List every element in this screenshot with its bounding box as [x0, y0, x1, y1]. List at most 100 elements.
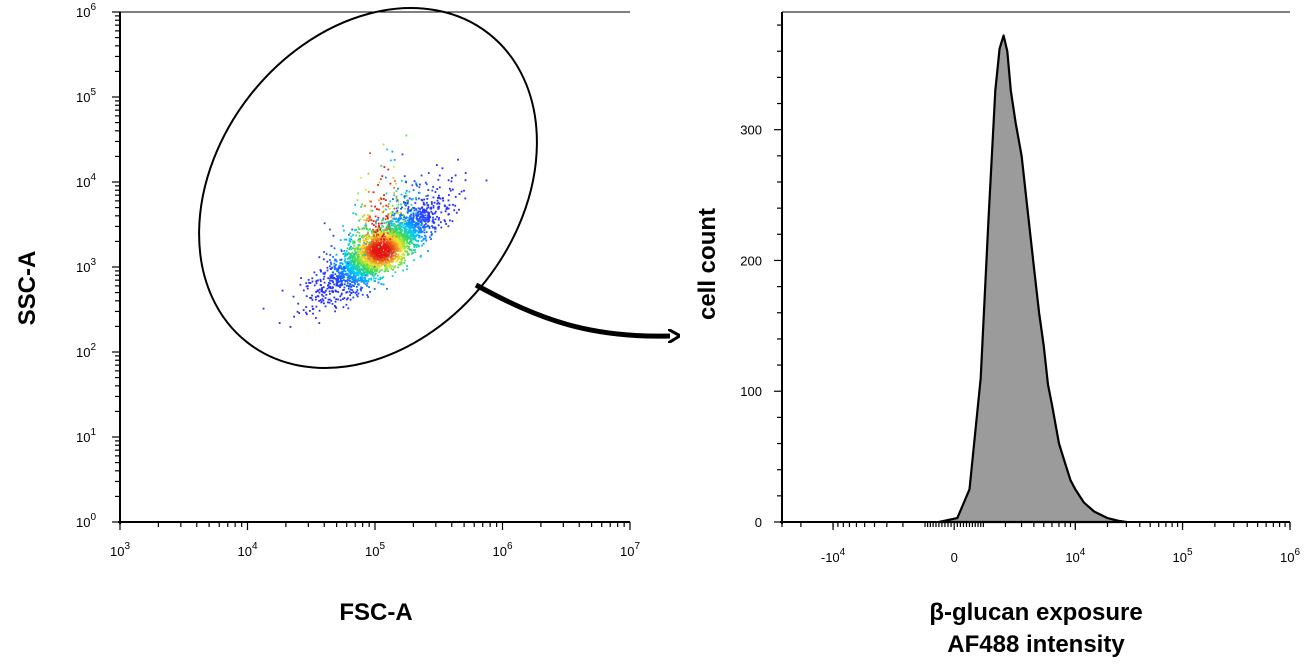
scatter-point [395, 217, 398, 220]
scatter-point [386, 287, 388, 290]
scatter-point [351, 247, 354, 250]
scatter-point [397, 227, 400, 230]
scatter-point [359, 239, 361, 242]
scatter-point [319, 299, 322, 301]
scatter-point [434, 230, 437, 233]
scatter-point [369, 272, 371, 275]
scatter-point [397, 263, 400, 266]
scatter-point [380, 239, 383, 242]
scatter-point [396, 259, 399, 262]
scatter-point [432, 206, 435, 209]
scatter-point [377, 251, 380, 254]
gate-arrow [474, 282, 670, 336]
scatter-point [391, 204, 394, 207]
scatter-point [425, 209, 428, 212]
scatter-point [384, 199, 387, 202]
scatter-point [358, 265, 361, 268]
scatter-point [392, 176, 395, 179]
gate-ellipse[interactable] [129, 0, 607, 435]
scatter-point [368, 263, 371, 266]
scatter-point [321, 293, 323, 296]
scatter-point [309, 296, 312, 299]
scatter-point [343, 286, 346, 289]
scatter-point [400, 211, 402, 214]
scatter-point [352, 257, 355, 259]
scatter-point [320, 270, 322, 272]
scatter-point [408, 235, 411, 238]
scatter-point [386, 148, 389, 151]
scatter-point [379, 251, 382, 254]
scatter-point [390, 253, 393, 256]
scatter-point [367, 172, 370, 175]
scatter-point [428, 225, 431, 228]
scatter-point [315, 282, 318, 285]
scatter-point [372, 245, 375, 248]
scatter-point [355, 213, 358, 216]
scatter-point [367, 237, 370, 240]
scatter-point [335, 278, 338, 280]
scatter-point [382, 254, 385, 256]
scatter-point [415, 196, 417, 199]
scatter-point [346, 247, 349, 250]
scatter-point [344, 279, 347, 282]
scatter-point [383, 250, 385, 253]
scatter-point [374, 262, 377, 264]
scatter-point [339, 266, 342, 269]
scatter-point [337, 267, 340, 270]
scatter-point [374, 225, 377, 228]
scatter-point [391, 198, 394, 200]
scatter-point [412, 215, 415, 218]
scatter-point [362, 247, 365, 249]
scatter-point [322, 258, 325, 261]
scatter-point [318, 309, 321, 312]
scatter-point [397, 253, 400, 256]
scatter-point [314, 298, 317, 301]
scatter-point [362, 239, 365, 242]
scatter-point [404, 228, 407, 231]
scatter-point [372, 262, 375, 265]
scatter-point [390, 258, 393, 261]
scatter-point [359, 262, 361, 265]
scatter-point [430, 238, 432, 241]
scatter-point [380, 258, 383, 260]
scatter-point [396, 250, 399, 253]
scatter-point [401, 239, 404, 242]
scatter-point [361, 272, 364, 275]
scatter-point [387, 249, 390, 252]
scatter-point [403, 221, 406, 224]
scatter-point [362, 279, 364, 282]
scatter-point [422, 201, 425, 204]
scatter-point [356, 248, 359, 251]
scatter-point [395, 182, 397, 185]
scatter-point [393, 194, 395, 197]
scatter-point [408, 221, 410, 224]
scatter-point [398, 235, 401, 237]
scatter-point [339, 295, 342, 298]
scatter-point [341, 270, 344, 273]
scatter-point [369, 209, 372, 212]
scatter-point [372, 260, 375, 263]
scatter-point [430, 203, 433, 205]
scatter-point [415, 208, 418, 211]
scatter-point [362, 252, 365, 255]
scatter-point [413, 246, 416, 248]
scatter-point [358, 268, 361, 271]
scatter-point [342, 306, 345, 309]
scatter-point [318, 256, 321, 259]
scatter-point [372, 266, 375, 269]
scatter-point [346, 298, 348, 301]
scatter-point [391, 248, 394, 251]
scatter-point [436, 188, 439, 190]
scatter-point [347, 276, 350, 279]
scatter-point [430, 201, 433, 203]
scatter-point [395, 240, 398, 243]
scatter-point [383, 194, 385, 196]
scatter-point [399, 263, 401, 266]
scatter-point [387, 264, 389, 267]
scatter-point [408, 218, 411, 221]
scatter-point [421, 206, 423, 209]
scatter-point [311, 280, 314, 283]
scatter-point [370, 240, 373, 243]
scatter-point [412, 207, 414, 209]
scatter-point [339, 286, 342, 289]
